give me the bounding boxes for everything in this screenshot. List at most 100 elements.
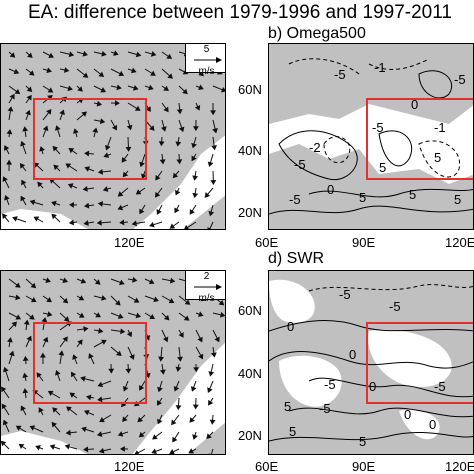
wind-vector-head (84, 202, 90, 209)
wind-vector-head (155, 174, 161, 181)
contour-label: 5 (409, 187, 416, 202)
wind-vector-head (6, 159, 13, 165)
wind-vector-head (11, 321, 18, 328)
wind-vector-head (83, 326, 89, 332)
wind-vector-head (20, 140, 26, 147)
wind-vector-head (33, 216, 40, 222)
wind-vector-head (88, 353, 94, 359)
wind-vector-head (36, 372, 42, 378)
wind-vector-head (20, 405, 26, 412)
wind-vector-head (46, 297, 52, 303)
wind-vector-head (22, 355, 29, 362)
panel-d-contours (269, 320, 473, 442)
wind-vector-head (145, 106, 151, 112)
contour-label: -5 (289, 192, 301, 207)
wind-vector-head (172, 172, 179, 179)
wind-vector-head (48, 52, 54, 58)
wind-vector-head (126, 331, 133, 338)
wind-vector-head (101, 295, 107, 301)
wind-vector-head (162, 336, 169, 343)
wind-vector-head (41, 317, 48, 323)
wind-vector-head (197, 311, 204, 317)
wind-vector-head (171, 419, 177, 426)
panel-c-reference-vector: 2 m/s (185, 271, 225, 304)
wind-vector-head (58, 350, 65, 356)
wind-vector-head (108, 368, 115, 374)
panel-c-wind: 2 m/s (0, 270, 226, 455)
wind-vector-head (94, 279, 101, 285)
wind-vector-head (30, 282, 37, 289)
wind-vector (210, 448, 214, 454)
contour-label: 5 (379, 160, 386, 175)
contour-label: -5 (319, 401, 331, 416)
panel-c-region-box (33, 322, 147, 404)
wind-vector-head (98, 327, 104, 334)
panel-b-contours (269, 70, 473, 215)
wind-vector-head (28, 70, 35, 76)
wind-vector-head (22, 388, 29, 394)
wind-vector-head (86, 394, 92, 401)
wind-vector-head (81, 111, 88, 117)
wind-vector-head (211, 145, 218, 151)
wind-vector-head (207, 161, 214, 168)
wind-vector-head (138, 431, 145, 438)
contour-label: 0 (327, 182, 334, 197)
contour-label: -5 (334, 67, 346, 82)
wind-vector-head (192, 126, 199, 132)
wind-vector (209, 221, 214, 229)
wind-vector-head (99, 118, 106, 125)
wind-vector-head (21, 179, 27, 186)
panel-d-xtick-120e: 120E (445, 459, 474, 474)
wind-vector-head (13, 68, 20, 75)
wind-vector-head (207, 387, 213, 393)
wind-vector-head (6, 129, 13, 135)
wind-vector-head (15, 314, 22, 320)
wind-vector-head (77, 339, 83, 345)
wind-vector-head (210, 352, 217, 358)
wind-vector-head (130, 67, 137, 74)
wind-vector-head (114, 100, 120, 107)
wind-vector-head (212, 127, 218, 134)
wind-vector-head (141, 173, 147, 180)
wind-vector-head (54, 370, 61, 376)
wind-vector-head (30, 297, 37, 303)
wind-vector-head (116, 350, 122, 357)
wind-vector-head (8, 350, 15, 357)
wind-vector-head (1, 440, 7, 447)
contour-label: -2 (309, 140, 321, 155)
wind-vector-head (163, 106, 169, 113)
wind-vector-head (184, 224, 189, 229)
contour-label: -5 (324, 377, 336, 392)
panel-c-ref-value: 2 (203, 271, 210, 282)
panel-b-map: -5 -1 0 -5 -2 -5 -1 5 0 5 -5 -5 5 5 5 (269, 44, 473, 229)
contour-label: -1 (434, 120, 446, 135)
wind-vector-head (7, 106, 14, 112)
wind-vector-head (158, 141, 165, 147)
wind-vector-head (96, 431, 103, 437)
panel-a-map (1, 44, 225, 229)
contour-label: 0 (349, 347, 356, 362)
wind-vector-head (129, 354, 135, 360)
wind-vector-head (47, 87, 54, 93)
wind-vector-head (177, 356, 183, 362)
wind-vector-head (71, 371, 77, 378)
wind-vector-head (135, 189, 142, 195)
wind-vector-head (46, 311, 53, 318)
wind-vector-head (149, 125, 155, 131)
wind-vector-head (23, 319, 30, 325)
wind-vector-head (218, 299, 225, 306)
wind-vector-head (163, 314, 170, 321)
wind-vector-head (22, 372, 29, 379)
panel-d-white-areas (269, 279, 452, 440)
contour-label: 0 (404, 407, 411, 422)
wind-vector-head (194, 104, 201, 111)
wind-vector-head (208, 453, 211, 454)
wind-vector-head (159, 159, 166, 165)
wind-vector-head (154, 191, 161, 198)
wind-vector-head (52, 407, 58, 413)
wind-vector-head (97, 396, 103, 403)
wind-vector-head (198, 353, 204, 360)
wind-vector-head (83, 446, 89, 453)
wind-vector-head (209, 419, 216, 425)
wind-vector-head (117, 204, 124, 211)
